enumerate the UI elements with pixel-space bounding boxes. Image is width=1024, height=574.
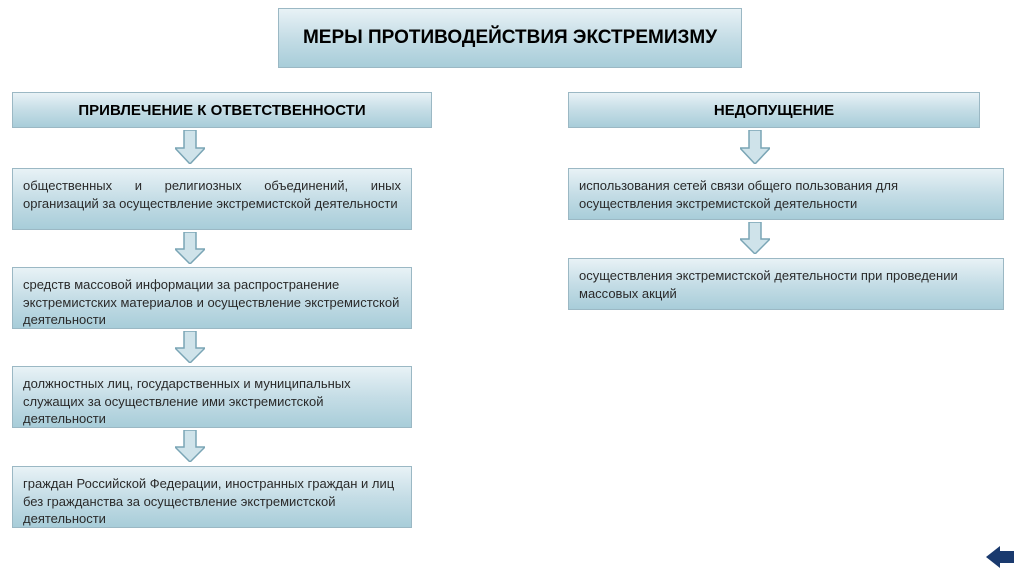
arrow-down-icon (175, 430, 205, 462)
left-item: граждан Российской Федерации, иностранны… (12, 466, 412, 528)
right-branch-header: НЕДОПУЩЕНИЕ (568, 92, 980, 128)
arrow-down-icon (175, 232, 205, 264)
arrow-down-icon (740, 222, 770, 254)
nav-back-button[interactable] (986, 546, 1014, 568)
arrow-down-icon (740, 130, 770, 164)
arrow-down-icon (175, 130, 205, 164)
right-item: осуществления экстремистской деятельност… (568, 258, 1004, 310)
arrow-down-icon (175, 331, 205, 363)
left-item: средств массовой информации за распростр… (12, 267, 412, 329)
left-item: общественных и религиозных объединений, … (12, 168, 412, 230)
right-item: использования сетей связи общего пользов… (568, 168, 1004, 220)
left-item: должностных лиц, государственных и муниц… (12, 366, 412, 428)
left-branch-header: ПРИВЛЕЧЕНИЕ К ОТВЕТСТВЕННОСТИ (12, 92, 432, 128)
diagram-title: МЕРЫ ПРОТИВОДЕЙСТВИЯ ЭКСТРЕМИЗМУ (278, 8, 742, 68)
